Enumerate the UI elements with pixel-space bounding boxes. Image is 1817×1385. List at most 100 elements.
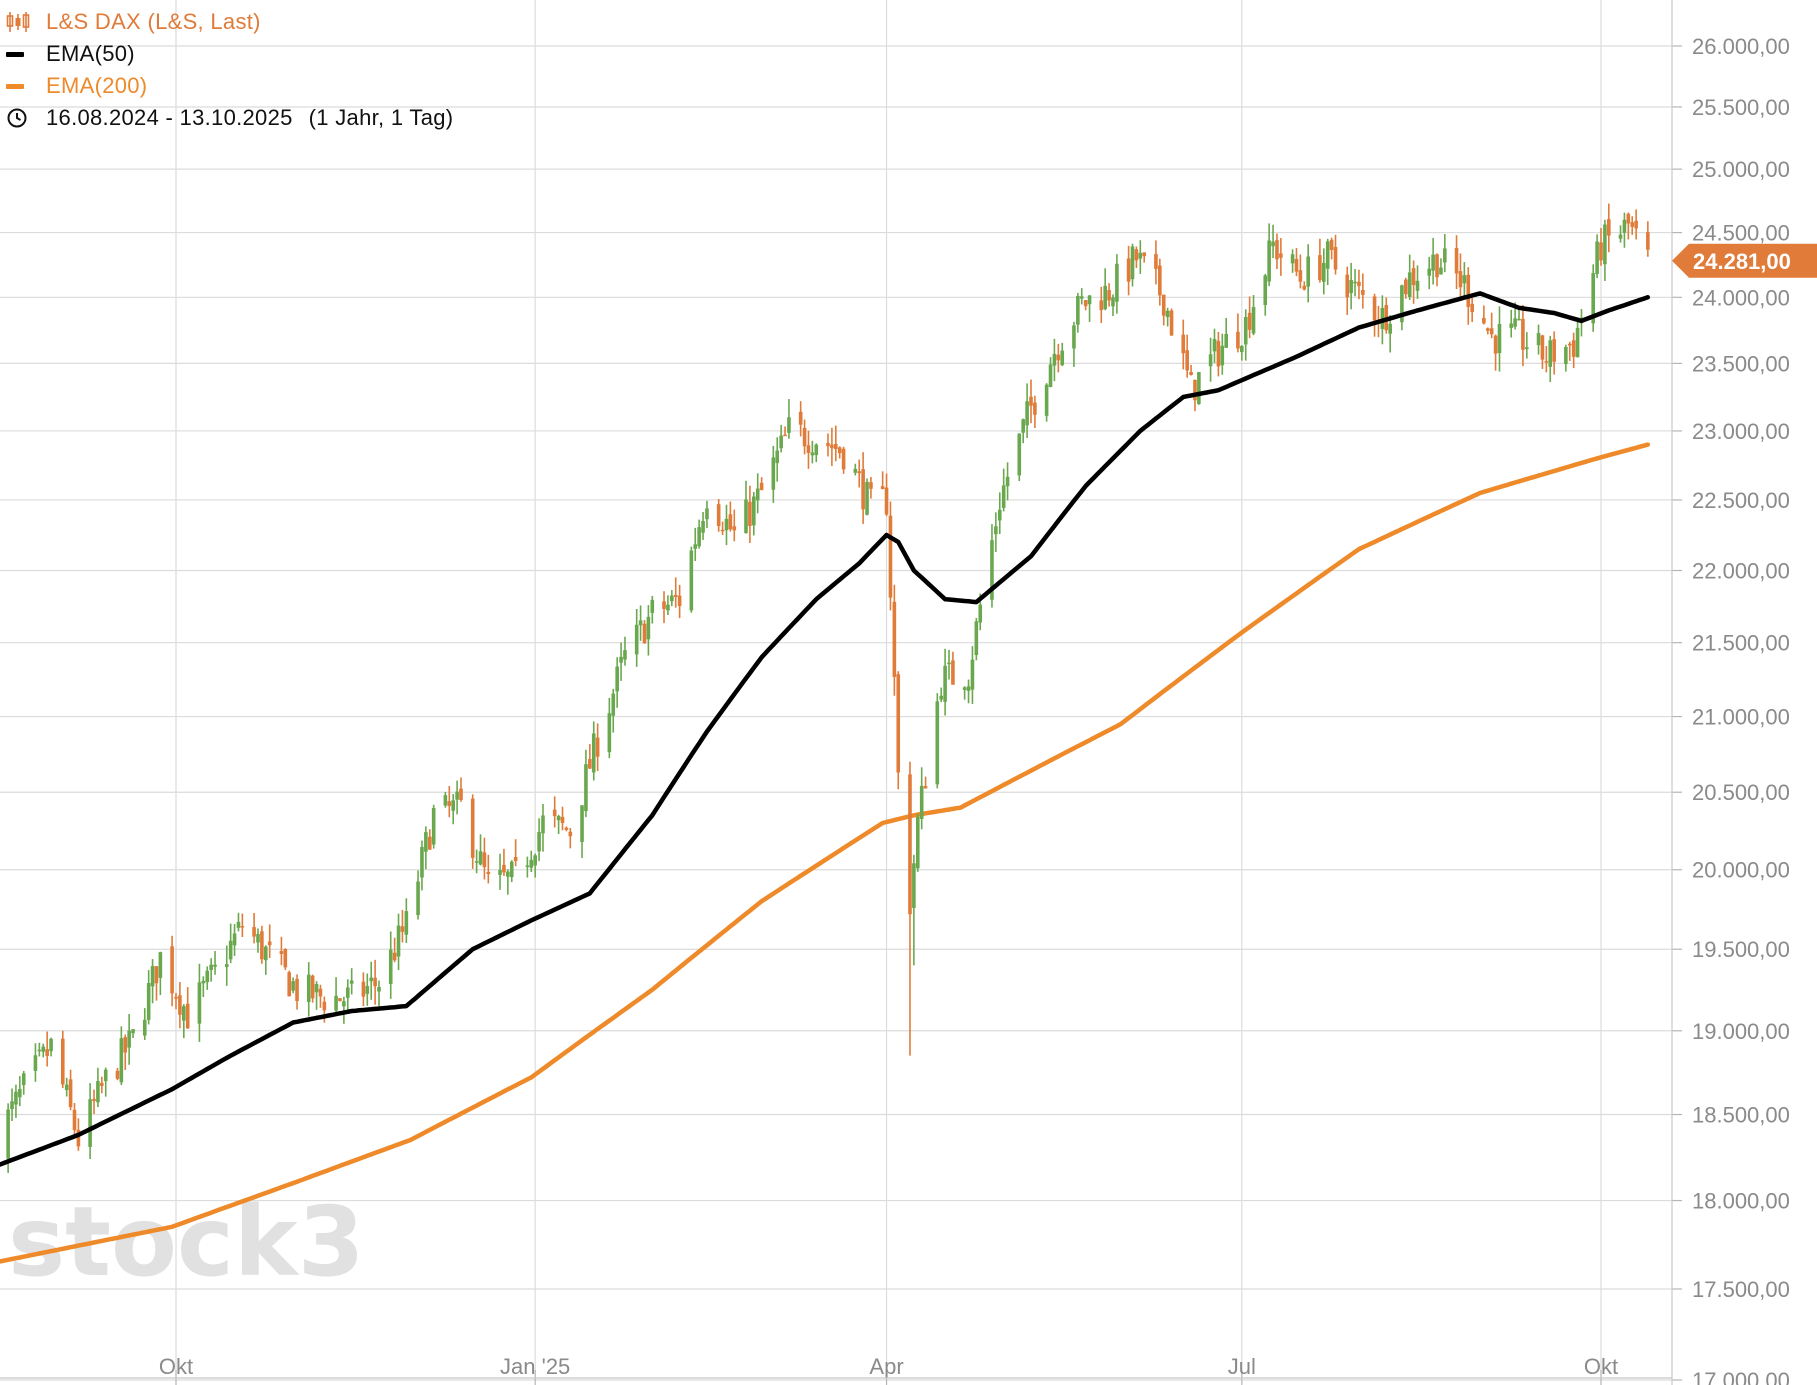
candle-body (146, 983, 151, 1020)
candle-body (314, 984, 319, 993)
legend-range[interactable]: 16.08.2024 - 13.10.2025 (1 Jahr, 1 Tag) (6, 102, 453, 134)
last-price-tag[interactable]: 24.281,00 (1672, 243, 1817, 278)
candle-body (232, 933, 237, 946)
candle-body (388, 949, 393, 984)
candle-body (623, 650, 627, 660)
candle-body (1048, 364, 1053, 388)
candle-body (1197, 372, 1201, 405)
candle-body (306, 974, 311, 1002)
candle-body (1345, 274, 1350, 298)
candle-body (615, 666, 619, 692)
candle-body (1185, 350, 1189, 371)
candle-body (1454, 247, 1459, 274)
candle-body (1126, 258, 1131, 282)
y-tick-label: 25.000,00 (1692, 157, 1790, 182)
candle-body (236, 921, 241, 928)
candle-body (990, 540, 994, 600)
candle-body (1076, 295, 1080, 325)
candle-body (213, 964, 217, 967)
chart-legend: L&S DAX (L&S, Last) EMA(50) EMA(200) 16.… (6, 6, 453, 134)
candle-body (115, 1070, 120, 1079)
ema200-line (0, 442, 1651, 1264)
candle-body (443, 795, 448, 806)
candle-body (1575, 327, 1580, 358)
candle-body (158, 952, 163, 978)
candle-body (64, 1084, 69, 1091)
candle-body (287, 972, 292, 997)
candle-body (1107, 290, 1111, 301)
candlestick-series (6, 203, 1650, 1173)
candle-body (1411, 268, 1416, 286)
candle-body (744, 499, 748, 533)
candle-body (853, 468, 858, 473)
candle-body (693, 544, 698, 549)
candle-body (396, 925, 401, 957)
candle-body (720, 529, 725, 532)
candle-body (697, 527, 701, 547)
candle-body (759, 482, 764, 490)
legend-instrument[interactable]: L&S DAX (L&S, Last) (6, 6, 453, 38)
candle-body (1208, 354, 1213, 367)
y-tick-label: 17.000,00 (1692, 1368, 1790, 1385)
candle-body (267, 941, 272, 946)
candle-body (209, 964, 213, 970)
candle-body (935, 701, 940, 785)
candle-body (1322, 262, 1326, 282)
candle-body (96, 1081, 100, 1103)
y-tick-label: 21.000,00 (1692, 705, 1790, 730)
y-tick-label: 20.000,00 (1692, 858, 1790, 883)
legend-ema50[interactable]: EMA(50) (6, 38, 453, 70)
candle-body (1025, 401, 1029, 426)
candle-body (943, 665, 947, 702)
candle-body (37, 1049, 42, 1052)
candle-body (170, 946, 174, 994)
candle-body (1083, 300, 1088, 307)
candle-body (474, 861, 479, 863)
candle-body (1626, 213, 1631, 224)
y-tick-label: 25.500,00 (1692, 95, 1790, 120)
candle-body (810, 452, 815, 456)
candle-body (1622, 219, 1627, 233)
y-tick-label: 19.500,00 (1692, 937, 1790, 962)
candle-body (404, 911, 409, 935)
y-tick-label: 18.000,00 (1692, 1189, 1790, 1214)
candle-body (6, 1109, 10, 1159)
candle-body (537, 831, 541, 852)
candle-body (939, 695, 944, 700)
candle-body (256, 934, 260, 943)
candle-body (478, 851, 483, 865)
ema200-label: EMA(200) (46, 73, 148, 98)
candle-body (673, 594, 678, 597)
candle-body (798, 411, 803, 425)
candle-body (342, 1001, 346, 1007)
candle-body (837, 447, 842, 454)
legend-ema200[interactable]: EMA(200) (6, 70, 453, 102)
candle-body (1564, 347, 1568, 365)
candle-body (1318, 255, 1322, 281)
candle-body (1099, 300, 1104, 311)
candle-body (892, 601, 897, 677)
candle-body (1388, 323, 1392, 334)
candle-body (833, 443, 838, 449)
candle-body (865, 481, 869, 515)
candle-body (1138, 252, 1143, 259)
candle-body (447, 801, 452, 807)
candle-body (638, 620, 643, 626)
candle-body (260, 931, 264, 960)
candle-body (1646, 232, 1650, 250)
candle-body (806, 445, 811, 453)
candle-body (1482, 317, 1486, 324)
candle-body (607, 713, 612, 753)
candle-body (1630, 222, 1635, 227)
candle-body (185, 1003, 190, 1029)
candle-body (150, 966, 155, 987)
candle-body (1236, 331, 1240, 349)
candle-body (1513, 318, 1517, 327)
candle-body (802, 427, 807, 447)
candle-body (880, 486, 885, 490)
candle-body (541, 815, 545, 834)
candle-body (857, 471, 862, 474)
candle-body (240, 926, 245, 928)
candle-body (533, 855, 537, 866)
